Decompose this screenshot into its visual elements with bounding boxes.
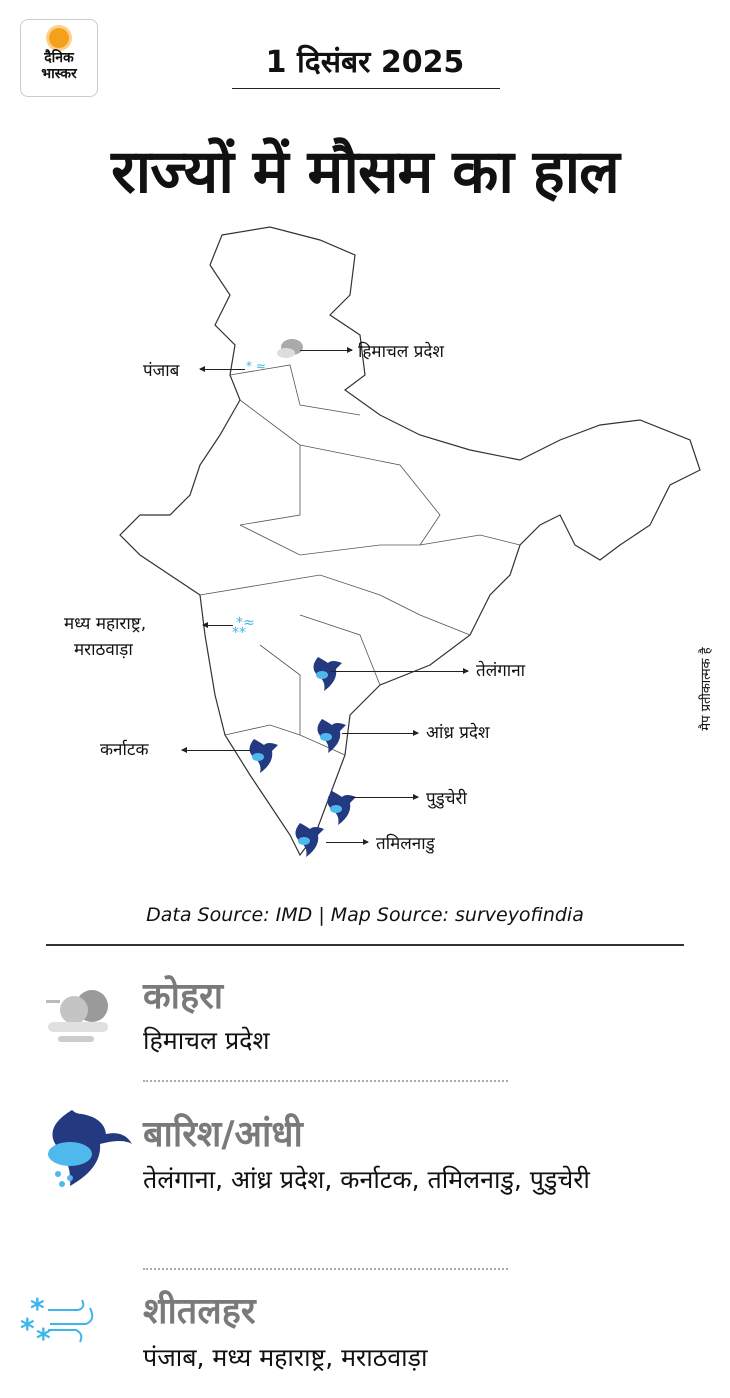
arrow-andhra bbox=[342, 730, 419, 736]
legend-cold-title: शीतलहर bbox=[143, 1291, 256, 1332]
svg-text:**: ** bbox=[232, 625, 246, 641]
fog-icon bbox=[46, 990, 108, 1042]
svg-text:*: * bbox=[20, 1312, 35, 1345]
india-outline bbox=[119, 226, 701, 857]
arrow-telangana bbox=[330, 668, 469, 674]
label-himachal: हिमाचल प्रदेश bbox=[358, 342, 444, 362]
legend-divider bbox=[143, 1080, 508, 1082]
cold-wave-marker-maharashtra: *≈** bbox=[232, 615, 255, 641]
date: 1 दिसंबर 2025 bbox=[265, 45, 465, 80]
label-telangana: तेलंगाना bbox=[476, 661, 526, 681]
legend-cold-states: पंजाब, मध्य महाराष्ट्र, मराठवाड़ा bbox=[143, 1343, 428, 1372]
label-karnataka: कर्नाटक bbox=[100, 740, 149, 760]
label-marathwada: मराठवाड़ा bbox=[74, 640, 133, 660]
cold-wave-marker-punjab: * ≈ bbox=[246, 359, 266, 373]
arrow-himachal bbox=[300, 347, 353, 353]
label-punjab: पंजाब bbox=[143, 361, 180, 381]
legend-rain-title: बारिश/आंधी bbox=[143, 1114, 303, 1155]
legend-fog-title: कोहरा bbox=[143, 976, 224, 1017]
legend-rain-states: तेलंगाना, आंध्र प्रदेश, कर्नाटक, तमिलनाड… bbox=[143, 1165, 590, 1194]
source-credit: Data Source: IMD | Map Source: surveyofi… bbox=[146, 904, 584, 926]
label-madhya-maharashtra: मध्य महाराष्ट्र, bbox=[64, 614, 147, 634]
label-andhra: आंध्र प्रदेश bbox=[426, 723, 490, 743]
svg-text:*: * bbox=[30, 1292, 45, 1325]
page-title: राज्यों में मौसम का हाल bbox=[111, 137, 620, 207]
label-tamilnadu: तमिलनाडु bbox=[376, 834, 435, 854]
svg-text:*≈: *≈ bbox=[236, 615, 255, 631]
arrow-karnataka bbox=[181, 747, 250, 753]
legend-divider bbox=[143, 1268, 508, 1270]
legend-fog-states: हिमाचल प्रदेश bbox=[143, 1026, 270, 1055]
india-map: * ≈ *≈** bbox=[119, 226, 701, 857]
logo-text-2: भास्कर bbox=[41, 66, 77, 82]
rain-storm-icon bbox=[48, 1110, 132, 1187]
dainik-bhaskar-logo: दैनिक भास्कर bbox=[20, 19, 98, 97]
label-puducherry: पुडुचेरी bbox=[426, 789, 467, 809]
sun-icon bbox=[49, 28, 69, 48]
cold-wave-icon: ** * bbox=[20, 1292, 94, 1350]
fog-marker-himachal bbox=[277, 339, 303, 358]
arrow-puducherry bbox=[350, 794, 419, 800]
map-disclaimer: मैप प्रतीकात्मक है bbox=[699, 647, 714, 731]
arrow-tamilnadu bbox=[326, 839, 369, 845]
svg-text:*: * bbox=[36, 1322, 51, 1350]
date-underline bbox=[232, 88, 500, 89]
logo-text-1: दैनिक bbox=[44, 50, 74, 66]
svg-text:* ≈: * ≈ bbox=[246, 359, 266, 373]
arrow-maharashtra bbox=[202, 622, 233, 628]
arrow-punjab bbox=[199, 366, 245, 372]
divider bbox=[46, 944, 684, 946]
